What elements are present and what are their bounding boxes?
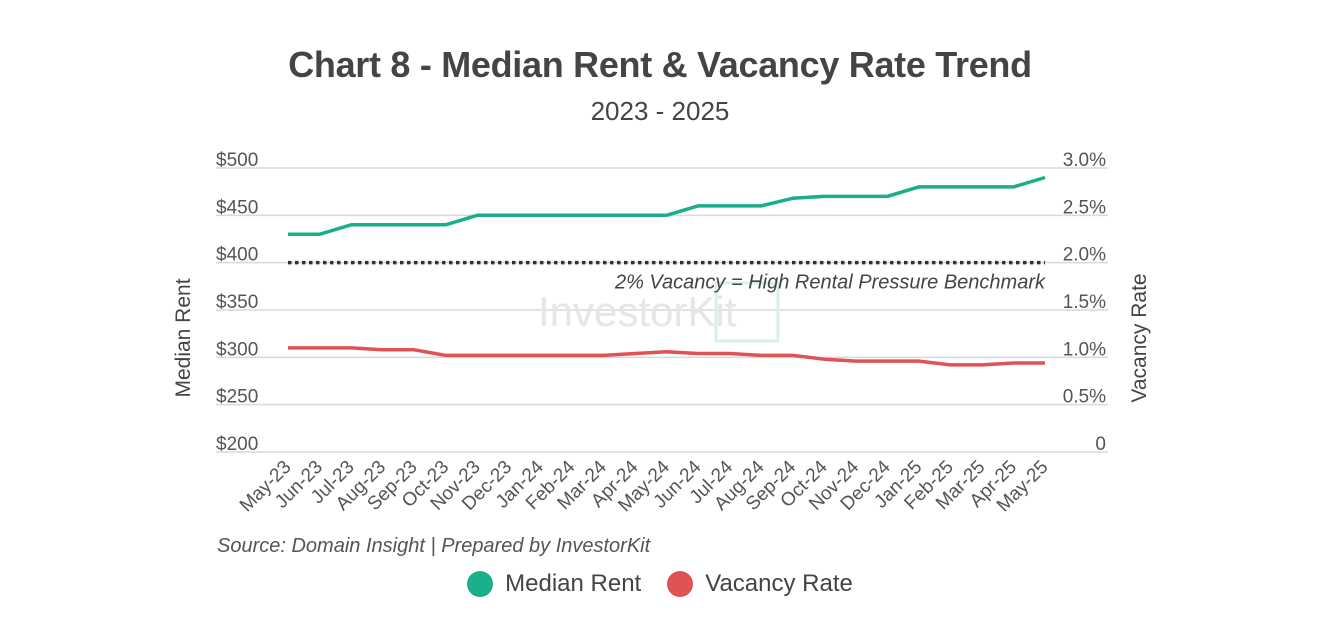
legend-item-median-rent: Median Rent (467, 570, 641, 598)
right-tick-label: 1.5% (1063, 292, 1106, 313)
left-axis-label: Median Rent (172, 278, 195, 397)
chart-title: Chart 8 - Median Rent & Vacancy Rate Tre… (288, 44, 1032, 85)
median-rent-marker (467, 571, 494, 597)
chart-subtitle: 2023 - 2025 (590, 96, 730, 126)
vacancy-rate-line (288, 346, 1045, 367)
left-tick-label: $450 (216, 197, 258, 218)
source-note: Source: Domain Insight | Prepared by Inv… (217, 535, 651, 557)
legend-label-vacancy-rate: Vacancy Rate (705, 570, 853, 597)
left-tick-label: $300 (216, 339, 258, 360)
watermark-text: InvestorKit (538, 288, 737, 335)
watermark-logo: InvestorKit (538, 281, 780, 343)
legend-item-vacancy-rate: Vacancy Rate (667, 570, 853, 598)
median-rent-line (288, 175, 1046, 237)
right-tick-label: 2.5% (1063, 197, 1106, 218)
right-tick-label: 1.0% (1063, 339, 1106, 360)
legend-label-median-rent: Median Rent (505, 570, 642, 597)
left-tick-label: $200 (216, 434, 258, 455)
grid-lines (216, 167, 1108, 453)
benchmark-label: 2% Vacancy = High Rental Pressure Benchm… (614, 272, 1046, 294)
right-tick-label: 0 (1095, 434, 1106, 455)
right-axis-ticks: 0 0.5% 1.0% 1.5% 2.0% 2.5% 3.0% (1063, 150, 1106, 455)
right-tick-label: 3.0% (1063, 150, 1106, 171)
left-tick-label: $500 (216, 150, 258, 171)
legend: Median Rent Vacancy Rate (0, 570, 1320, 598)
left-tick-label: $350 (216, 292, 258, 313)
right-axis-label: Vacancy Rate (1128, 273, 1151, 402)
right-tick-label: 2.0% (1063, 245, 1106, 266)
x-axis-ticks: May-23Jun-23Jul-23Aug-23Sep-23Oct-23Nov-… (236, 456, 1053, 516)
left-tick-label: $400 (216, 245, 258, 266)
watermark-box (714, 281, 780, 343)
left-axis-ticks: $200 $250 $300 $350 $400 $450 $500 (216, 150, 258, 455)
left-tick-label: $250 (216, 387, 258, 408)
right-tick-label: 0.5% (1063, 387, 1106, 408)
vacancy-rate-marker (667, 571, 694, 597)
